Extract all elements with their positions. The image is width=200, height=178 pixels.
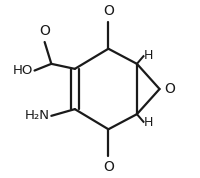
Text: HO: HO xyxy=(13,64,33,77)
Text: H₂N: H₂N xyxy=(25,109,50,122)
Text: H: H xyxy=(144,116,153,129)
Text: O: O xyxy=(103,160,114,174)
Text: O: O xyxy=(39,24,50,38)
Text: H: H xyxy=(144,49,153,62)
Text: O: O xyxy=(103,4,114,18)
Text: O: O xyxy=(164,82,175,96)
